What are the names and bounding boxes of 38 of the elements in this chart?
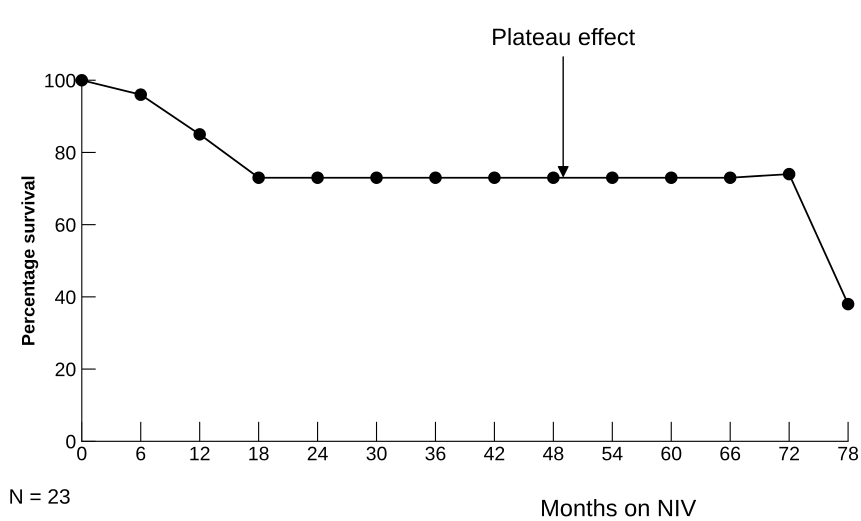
x-axis-title: Months on NIV <box>542 499 696 516</box>
point <box>134 88 147 101</box>
text: N = 23 <box>10 489 70 504</box>
y-tick-label: 20 <box>56 362 76 376</box>
point <box>76 74 88 86</box>
annotation: Plateau effect <box>493 28 635 46</box>
y-tick-label: 80 <box>55 146 76 160</box>
x-tick-label: 0 <box>77 446 86 460</box>
point <box>311 171 324 184</box>
point <box>665 171 678 184</box>
x-tick-label: 60 <box>661 446 682 460</box>
y-tick-label: 100 <box>45 74 76 88</box>
point <box>842 298 854 310</box>
point <box>252 171 265 184</box>
x-tick-label: 48 <box>542 446 564 460</box>
point <box>488 171 501 184</box>
x-tick-label: 54 <box>602 446 623 460</box>
x-tick-label: 30 <box>366 446 387 460</box>
point <box>782 168 796 180</box>
point <box>429 171 442 184</box>
y-tick-label: 0 <box>66 434 76 449</box>
x-tick-label: 36 <box>425 446 446 460</box>
y-axis-title: Percentage survival <box>21 176 38 345</box>
point <box>547 171 560 184</box>
x-tick-label: 18 <box>249 446 269 460</box>
x-tick-label: 66 <box>720 446 740 460</box>
x-tick-label: 72 <box>779 446 799 460</box>
x-tick-label: 78 <box>838 446 858 460</box>
point <box>606 171 619 184</box>
point <box>724 171 736 184</box>
x-tick-label: 12 <box>190 446 210 460</box>
x-tick-label: 42 <box>484 446 504 460</box>
y-tick-label: 60 <box>56 218 76 232</box>
x-tick-label: 24 <box>308 446 328 460</box>
point <box>370 171 383 184</box>
y-tick-label: 40 <box>55 290 76 304</box>
x-tick-label: 6 <box>136 446 146 460</box>
point <box>193 128 206 141</box>
